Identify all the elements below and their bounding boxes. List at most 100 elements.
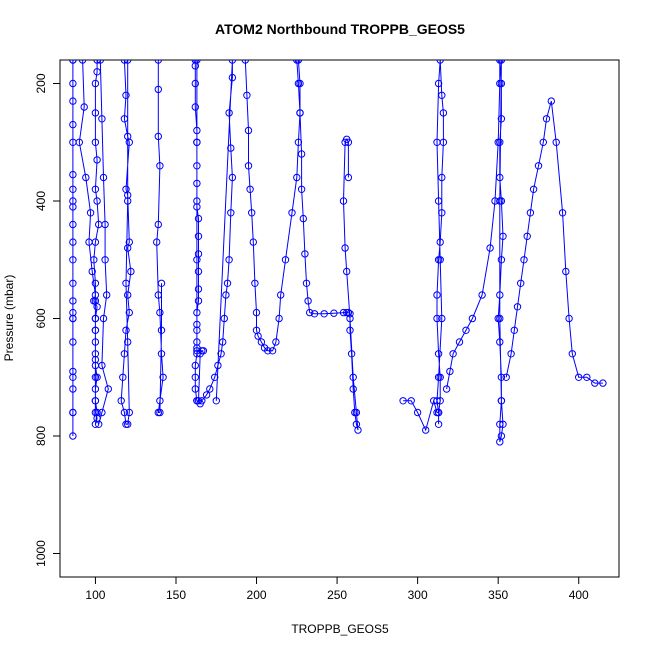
data-point (86, 209, 95, 217)
data-point (124, 197, 132, 205)
data-point (433, 291, 441, 299)
data-point (91, 350, 100, 358)
series-10 (399, 60, 448, 434)
x-tick-label: 350 (488, 588, 508, 602)
data-point (583, 373, 591, 381)
data-point (91, 385, 100, 393)
data-point (69, 297, 77, 305)
data-point (455, 338, 464, 346)
data-point (193, 138, 201, 147)
data-point (499, 420, 507, 428)
data-point (91, 297, 100, 305)
data-point (496, 420, 504, 428)
data-point (228, 73, 237, 82)
x-axis: 100 150 200 250 300 350 400 (85, 576, 589, 602)
data-point (124, 420, 132, 428)
data-point (436, 397, 444, 405)
data-point (343, 267, 351, 276)
data-point (439, 109, 448, 117)
data-point (211, 373, 219, 381)
data-point (69, 79, 77, 88)
data-point (539, 138, 547, 147)
data-point (154, 85, 163, 94)
data-point (496, 138, 504, 147)
data-point (157, 279, 166, 287)
data-point (449, 350, 457, 358)
x-axis-label: TROPPB_GEOS5 (291, 622, 389, 636)
data-point (434, 79, 443, 88)
data-point (194, 214, 203, 223)
data-point (91, 397, 100, 405)
data-point (301, 250, 309, 258)
series-line (505, 100, 603, 384)
data-point (117, 397, 125, 405)
data-point (219, 338, 227, 346)
data-point (293, 173, 301, 182)
data-point (433, 397, 441, 405)
data-point (193, 203, 201, 211)
data-point (296, 79, 304, 88)
data-point (91, 314, 100, 323)
data-point (248, 209, 256, 217)
data-point (252, 308, 261, 317)
data-point (93, 408, 101, 417)
y-axis: 200 400 600 800 1000 (34, 73, 61, 567)
data-point (122, 91, 130, 100)
data-point (191, 79, 200, 88)
data-point (99, 173, 108, 182)
data-point (69, 408, 77, 417)
data-point (91, 338, 100, 346)
data-point (251, 279, 259, 287)
data-point (310, 310, 319, 318)
data-point (320, 310, 328, 318)
data-point (346, 314, 354, 323)
data-point (339, 197, 348, 205)
data-point (154, 60, 162, 64)
data-point (90, 256, 98, 264)
data-point (120, 60, 129, 64)
data-point (96, 60, 104, 64)
data-point (91, 185, 100, 194)
data-point (438, 173, 446, 182)
data-point (191, 103, 200, 111)
data-point (497, 373, 506, 381)
data-point (99, 314, 108, 323)
data-point (281, 256, 290, 264)
data-point (124, 244, 132, 252)
data-point (352, 408, 361, 417)
data-point (228, 173, 237, 182)
series-9 (294, 60, 362, 434)
data-point (91, 326, 100, 334)
x-tick-label: 400 (569, 588, 589, 602)
data-point (599, 379, 607, 387)
data-point (98, 408, 106, 417)
data-point (120, 350, 129, 358)
data-point (591, 379, 599, 387)
data-point (297, 150, 306, 158)
data-point (275, 314, 283, 323)
series-line (156, 60, 164, 413)
data-point (299, 214, 307, 223)
data-point (446, 367, 454, 376)
data-point (244, 126, 253, 135)
data-point (496, 314, 504, 323)
data-point (344, 138, 353, 147)
data-point (575, 373, 583, 381)
data-point (95, 420, 103, 428)
data-point (191, 361, 200, 370)
data-point (69, 385, 77, 393)
data-point (98, 115, 106, 123)
data-point (122, 326, 130, 334)
data-point (69, 220, 77, 229)
data-point (156, 308, 164, 317)
series-line (98, 60, 109, 425)
data-point (497, 60, 506, 64)
x-tick-label: 100 (85, 588, 105, 602)
data-point (438, 314, 446, 323)
data-point (154, 220, 163, 229)
data-point (497, 115, 506, 123)
data-point (407, 397, 415, 405)
data-point (349, 385, 357, 393)
data-point (222, 291, 230, 299)
